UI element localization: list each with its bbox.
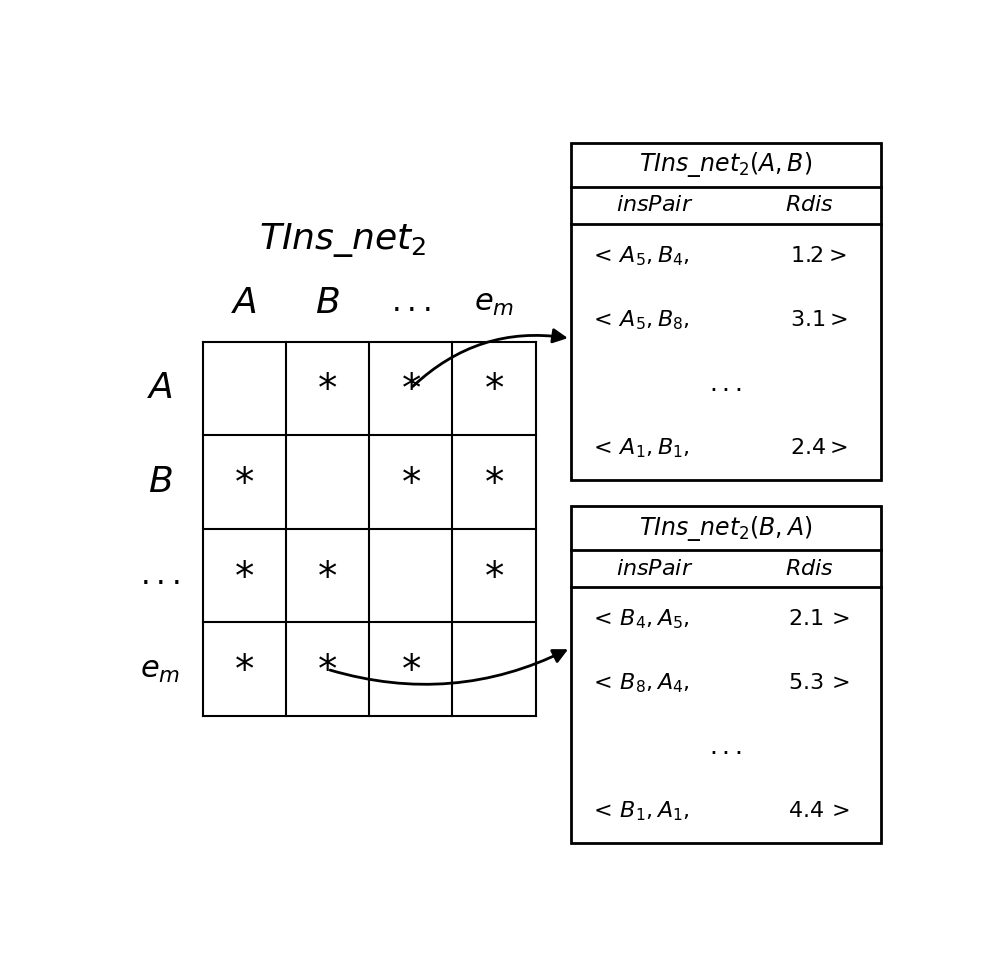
Text: $<\,B_4,A_5,$: $<\,B_4,A_5,$ bbox=[589, 607, 690, 631]
Text: $\mathit{TIns\_net_2}$$\mathit{(A,B)}$: $\mathit{TIns\_net_2}$$\mathit{(A,B)}$ bbox=[639, 151, 812, 179]
Text: $*$: $*$ bbox=[484, 557, 504, 595]
Text: $<\,B_8,A_4,$: $<\,B_8,A_4,$ bbox=[589, 671, 690, 695]
Text: $\mathit{TIns\_net_2}$: $\mathit{TIns\_net_2}$ bbox=[259, 222, 426, 260]
Text: $*$: $*$ bbox=[317, 557, 338, 595]
Text: $*$: $*$ bbox=[401, 650, 421, 688]
FancyArrowPatch shape bbox=[330, 651, 565, 684]
Text: $3.1>$: $3.1>$ bbox=[790, 310, 848, 330]
Text: $<\,A_5,B_8,$: $<\,A_5,B_8,$ bbox=[589, 308, 690, 332]
Text: $B$: $B$ bbox=[148, 465, 172, 499]
Bar bbox=[571, 506, 881, 844]
Text: $<\,A_1,B_1,$: $<\,A_1,B_1,$ bbox=[589, 436, 690, 460]
Text: $2.1\,>$: $2.1\,>$ bbox=[788, 609, 849, 630]
FancyArrowPatch shape bbox=[413, 330, 565, 386]
Text: $1.2>$: $1.2>$ bbox=[790, 246, 847, 266]
Text: $\mathit{Rdis}$: $\mathit{Rdis}$ bbox=[785, 559, 834, 579]
Text: $*$: $*$ bbox=[484, 463, 504, 501]
Text: $...$: $...$ bbox=[709, 372, 742, 396]
Text: $*$: $*$ bbox=[401, 463, 421, 501]
Text: $...$: $...$ bbox=[391, 287, 431, 318]
Text: $*$: $*$ bbox=[234, 557, 254, 595]
Text: $\mathit{Rdis}$: $\mathit{Rdis}$ bbox=[785, 196, 834, 215]
Text: $A$: $A$ bbox=[147, 372, 173, 406]
Text: $2.4>$: $2.4>$ bbox=[790, 438, 848, 458]
Bar bbox=[571, 143, 881, 480]
Text: $5.3\,>$: $5.3\,>$ bbox=[788, 673, 849, 694]
Text: $4.4\,>$: $4.4\,>$ bbox=[788, 802, 849, 821]
Text: $<\,B_1,A_1,$: $<\,B_1,A_1,$ bbox=[589, 800, 690, 823]
Text: $*$: $*$ bbox=[401, 370, 421, 408]
Text: $B$: $B$ bbox=[315, 285, 340, 319]
Text: $*$: $*$ bbox=[484, 370, 504, 408]
Text: $e_m$: $e_m$ bbox=[474, 287, 514, 318]
Text: $*$: $*$ bbox=[234, 650, 254, 688]
Text: $\mathit{insPair}$: $\mathit{insPair}$ bbox=[616, 559, 693, 579]
Text: $\mathit{insPair}$: $\mathit{insPair}$ bbox=[616, 196, 693, 215]
Text: $e_m$: $e_m$ bbox=[140, 654, 180, 685]
Text: $...$: $...$ bbox=[140, 560, 180, 592]
Text: $*$: $*$ bbox=[234, 463, 254, 501]
Text: $...$: $...$ bbox=[709, 736, 742, 759]
Text: $<\,A_5,B_4,$: $<\,A_5,B_4,$ bbox=[589, 244, 690, 268]
Text: $\mathit{TIns\_net_2}$$\mathit{(B,A)}$: $\mathit{TIns\_net_2}$$\mathit{(B,A)}$ bbox=[639, 514, 812, 543]
Text: $*$: $*$ bbox=[317, 370, 338, 408]
Text: $A$: $A$ bbox=[231, 285, 257, 319]
Text: $*$: $*$ bbox=[317, 650, 338, 688]
